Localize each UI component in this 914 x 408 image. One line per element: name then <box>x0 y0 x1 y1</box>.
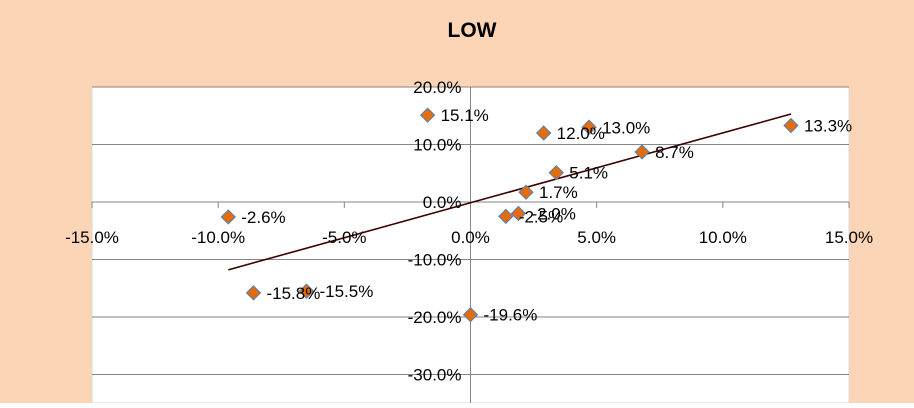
y-tick-label: -30.0% <box>408 366 462 385</box>
data-label: -2.0% <box>531 205 575 224</box>
data-point <box>535 125 552 141</box>
data-label: 5.1% <box>569 164 608 183</box>
data-label: -2.5% <box>519 207 563 226</box>
x-tick-label: -15.0% <box>65 228 119 247</box>
data-label: 15.1% <box>441 106 489 125</box>
data-point <box>245 285 262 301</box>
data-label: -2.6% <box>241 208 285 227</box>
data-point <box>510 205 527 222</box>
data-label: 13.0% <box>602 118 650 137</box>
data-label: -15.8% <box>266 284 320 303</box>
x-tick-label: 5.0% <box>577 228 616 247</box>
data-point <box>634 144 650 160</box>
y-tick-label: 10.0% <box>413 136 461 155</box>
tick-labels: -15.0% -10.0% -5.0% 0.0% 5.0% 10.0% 15.0% -30.0… <box>65 78 873 385</box>
x-tick-label: -10.0% <box>191 228 245 247</box>
data-point <box>783 117 799 134</box>
data-point <box>419 107 436 123</box>
x-tick-label: -5.0% <box>322 228 366 247</box>
x-tick-label: 10.0% <box>699 228 747 247</box>
y-tick-label: -20.0% <box>408 308 462 327</box>
x-tick-label: 15.0% <box>825 228 873 247</box>
data-label: 8.7% <box>655 143 694 162</box>
data-label: -15.5% <box>319 282 373 301</box>
trendline-group <box>228 113 792 271</box>
data-point <box>548 164 565 181</box>
data-point <box>498 208 514 225</box>
x-tick-label: 0.0% <box>451 228 490 247</box>
data-point <box>220 209 236 225</box>
data-point <box>462 306 479 323</box>
y-tick-label: 20.0% <box>413 78 461 97</box>
trendline <box>228 113 792 271</box>
data-point <box>298 283 315 299</box>
data-point <box>518 184 534 200</box>
data-label: 1.7% <box>539 183 578 202</box>
chart-title: LOW <box>448 19 497 42</box>
data-label: -19.6% <box>484 306 538 325</box>
y-tick-label: -10.0% <box>408 251 462 270</box>
data-points <box>220 107 799 323</box>
data-label: 12.0% <box>557 124 605 143</box>
y-tick-label: 0.0% <box>423 193 462 212</box>
data-point <box>581 119 597 135</box>
data-label: 13.3% <box>804 117 852 136</box>
data-labels: 15.1% 12.0%13.0% 13.3% 8.7% 5.1%1.7% -2.6% -2.… <box>241 106 852 325</box>
